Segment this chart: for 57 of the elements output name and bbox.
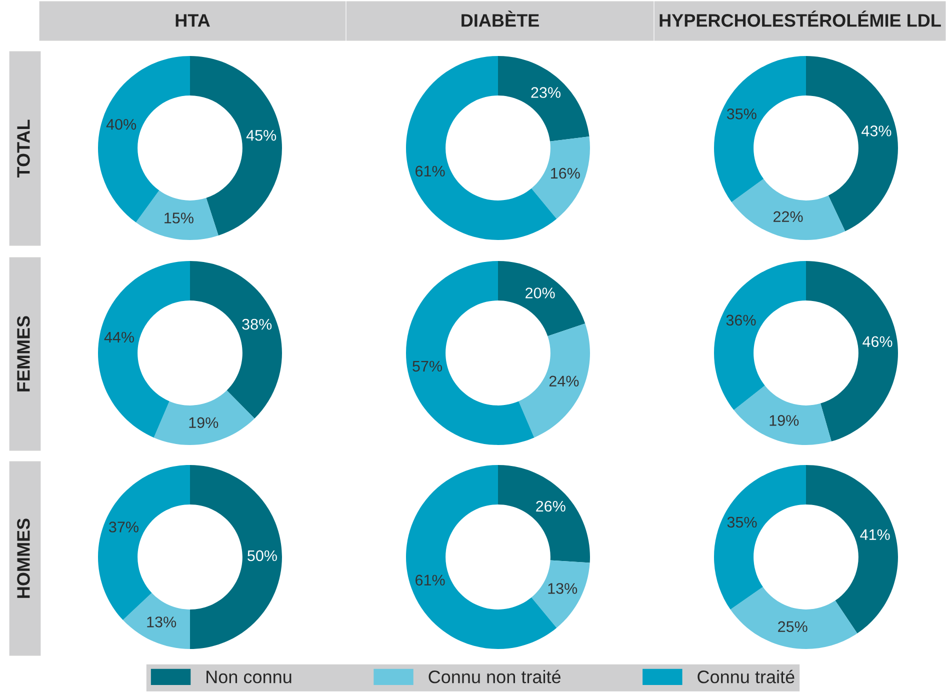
legend-label: Connu non traité <box>428 670 561 684</box>
donut-slice <box>531 136 590 219</box>
data-label: 19% <box>189 417 218 428</box>
data-label: 35% <box>727 516 757 528</box>
data-label: 50% <box>248 550 277 562</box>
data-label: 40% <box>106 118 136 130</box>
donut-slice <box>122 592 190 649</box>
donut-slice <box>136 190 218 240</box>
data-label: 45% <box>246 130 276 141</box>
text: FEMMES <box>17 316 30 392</box>
data-label: 15% <box>164 212 194 224</box>
donut-slice <box>806 56 898 232</box>
donut-slice <box>806 261 898 442</box>
data-label: 61% <box>416 166 445 177</box>
data-label: 46% <box>862 336 892 348</box>
donut-slice <box>730 586 858 649</box>
data-label: 35% <box>726 108 756 120</box>
donut-slice <box>498 56 590 142</box>
data-label: 61% <box>416 574 445 586</box>
data-label: 16% <box>551 168 580 179</box>
donut-slice <box>531 560 590 628</box>
chart-title: DIABÈTE <box>462 10 539 27</box>
data-label: 36% <box>726 314 756 326</box>
donut-slice <box>498 465 590 563</box>
donut-slice <box>190 465 282 649</box>
chart-title: HYPERCHOLESTÉROLÉMIE LDL <box>660 10 941 27</box>
text: HOMMES <box>17 518 30 598</box>
data-label: 26% <box>536 500 566 512</box>
data-label: 25% <box>778 621 808 632</box>
data-label: 24% <box>549 376 579 386</box>
legend-label: Non connu <box>206 670 292 684</box>
donut-slice <box>154 390 255 445</box>
donut-slice <box>806 465 898 634</box>
donut-slice <box>714 465 806 610</box>
data-label: 20% <box>526 288 555 298</box>
data-label: 13% <box>147 616 176 628</box>
data-label: 38% <box>242 318 272 330</box>
data-label: 23% <box>531 87 561 98</box>
data-label: 57% <box>412 360 442 372</box>
chart-title: HTA <box>176 14 210 27</box>
donut-slice <box>518 323 590 438</box>
donut-slice <box>98 261 190 438</box>
data-label: 22% <box>774 211 803 222</box>
donut-slice <box>734 386 832 445</box>
donut-slice <box>190 261 282 419</box>
donut-slice <box>732 178 846 240</box>
donut-slice <box>714 261 806 410</box>
data-label: 19% <box>770 415 799 426</box>
data-label: 41% <box>860 529 890 540</box>
donut-slice <box>714 56 806 202</box>
data-label: 13% <box>548 583 578 594</box>
data-label: 43% <box>862 126 892 136</box>
data-label: 44% <box>104 332 134 343</box>
legend-label: Connu traité <box>698 670 794 684</box>
data-label: 37% <box>109 522 138 532</box>
text: TOTAL <box>17 120 30 178</box>
donut-slice <box>498 261 586 336</box>
